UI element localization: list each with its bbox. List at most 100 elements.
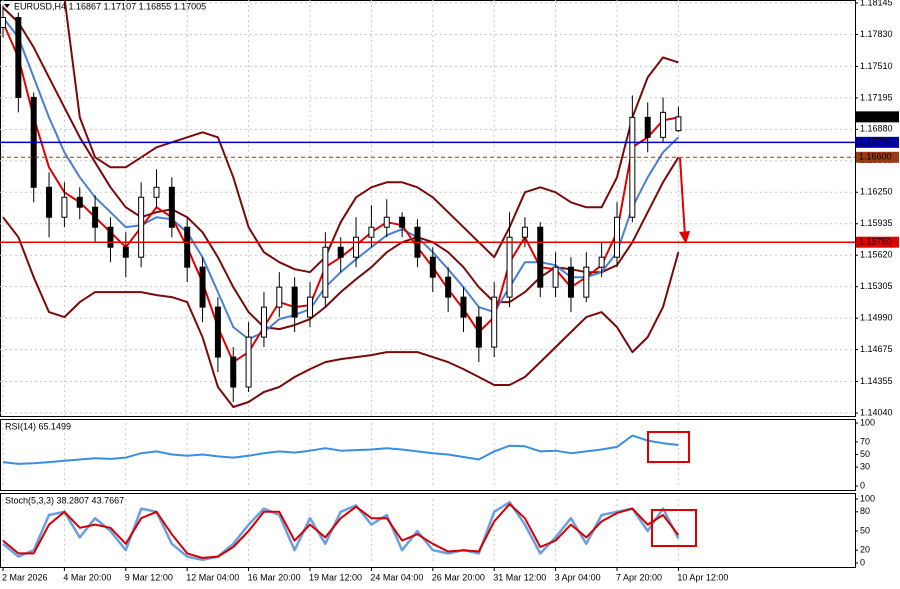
x-tick-label: 7 Apr 20:00 bbox=[616, 572, 662, 582]
y-tick-label: 50 bbox=[860, 525, 870, 535]
y-tick-label: 1.15935 bbox=[860, 218, 893, 228]
main-panel bbox=[0, 0, 856, 417]
price-label: 1.17005 bbox=[859, 111, 892, 121]
level-label: 1.15750 bbox=[859, 237, 892, 247]
candle-body bbox=[107, 226, 114, 248]
y-tick-label: 1.17830 bbox=[860, 29, 893, 39]
candle-body bbox=[614, 216, 620, 258]
y-tick-label: 0 bbox=[860, 557, 865, 567]
candle-body bbox=[92, 206, 99, 228]
y-tick-label: 20 bbox=[860, 545, 870, 555]
series-line bbox=[2, 216, 680, 408]
highlight-box bbox=[651, 509, 697, 547]
y-tick-label: 50 bbox=[860, 449, 870, 459]
y-tick-label: 1.14040 bbox=[860, 407, 893, 417]
highlight-box bbox=[647, 431, 690, 463]
series-line bbox=[2, 6, 680, 331]
x-tick-label: 31 Mar 12:00 bbox=[493, 572, 546, 582]
y-tick-label: 1.14675 bbox=[860, 344, 893, 354]
candle-body bbox=[199, 266, 206, 308]
rsi-panel bbox=[0, 419, 856, 491]
candle-body bbox=[138, 196, 145, 258]
y-tick-label: 100 bbox=[860, 493, 875, 503]
arrow-shaft bbox=[679, 157, 686, 237]
y-tick-label: 1.16250 bbox=[860, 187, 893, 197]
y-tick-label: 1.17195 bbox=[860, 92, 893, 102]
candle-body bbox=[276, 286, 283, 308]
stoch-title: Stoch(5,3,3) 38.2807 43.7667 bbox=[5, 495, 124, 505]
x-tick-label: 24 Mar 04:00 bbox=[370, 572, 423, 582]
candle-body bbox=[583, 266, 590, 298]
level-label-box bbox=[856, 151, 899, 163]
candle-body bbox=[184, 226, 191, 268]
candle-body bbox=[307, 296, 313, 318]
series-line bbox=[2, 16, 680, 341]
candle-body bbox=[460, 296, 467, 318]
candle-body bbox=[368, 226, 375, 238]
plot-area bbox=[0, 0, 682, 408]
candle-body bbox=[429, 256, 436, 278]
candle-body bbox=[230, 356, 237, 388]
stoch-panel bbox=[0, 493, 856, 568]
x-tick-label: 4 Mar 20:00 bbox=[63, 572, 111, 582]
y-tick-label: 1.14990 bbox=[860, 312, 893, 322]
level-label-box bbox=[856, 136, 899, 148]
chart-title: EURUSD,H4 1.16867 1.17107 1.16855 1.1700… bbox=[14, 1, 206, 11]
candle-body bbox=[353, 236, 360, 258]
series-line bbox=[2, 500, 680, 562]
y-tick-label: 70 bbox=[860, 436, 870, 446]
candle-body bbox=[168, 186, 175, 228]
menu-icon bbox=[4, 4, 10, 8]
candle-body bbox=[46, 186, 53, 218]
candle-body bbox=[76, 196, 83, 208]
candle-body bbox=[567, 266, 574, 298]
series-line bbox=[63, 0, 679, 274]
candle-body bbox=[660, 111, 667, 138]
x-tick-label: 3 Apr 04:00 bbox=[555, 572, 601, 582]
y-tick-label: 1.18145 bbox=[860, 0, 893, 7]
y-tick-label: 0 bbox=[860, 480, 865, 490]
candle-body bbox=[475, 316, 482, 348]
level-label-box bbox=[856, 236, 899, 248]
x-tick-label: 10 Apr 12:00 bbox=[677, 572, 728, 582]
y-tick-label: 1.15305 bbox=[860, 281, 893, 291]
y-tick-label: 80 bbox=[860, 506, 870, 516]
arrow-head bbox=[679, 231, 690, 244]
candle-body bbox=[245, 336, 252, 388]
candle-body bbox=[399, 216, 406, 228]
y-tick-label: 30 bbox=[860, 461, 870, 471]
candle-body bbox=[445, 276, 452, 298]
x-tick-label: 16 Mar 20:00 bbox=[248, 572, 301, 582]
candle-body bbox=[122, 246, 129, 258]
candle-body bbox=[506, 236, 513, 298]
candle-body bbox=[491, 296, 498, 348]
x-tick-label: 19 Mar 12:00 bbox=[309, 572, 362, 582]
series-line bbox=[2, 503, 680, 559]
candle-body bbox=[0, 16, 6, 28]
candle-body bbox=[322, 246, 329, 298]
x-tick-label: 26 Mar 20:00 bbox=[432, 572, 485, 582]
candle-body bbox=[552, 266, 559, 288]
y-tick-label: 1.14355 bbox=[860, 376, 893, 386]
rsi-title: RSI(14) 65.1499 bbox=[5, 421, 71, 431]
x-tick-label: 9 Mar 12:00 bbox=[125, 572, 173, 582]
candle-body bbox=[537, 226, 544, 288]
y-tick-label: 1.16880 bbox=[860, 124, 893, 134]
candle-body bbox=[291, 286, 298, 318]
candle-body bbox=[61, 196, 68, 218]
y-tick-label: 1.15620 bbox=[860, 250, 893, 260]
candle-body bbox=[598, 256, 605, 268]
plot-area bbox=[2, 500, 680, 562]
candle-body bbox=[521, 226, 528, 238]
plot-area bbox=[2, 434, 679, 465]
candle-body bbox=[629, 116, 636, 218]
series-line bbox=[2, 434, 679, 465]
x-tick-label: 12 Mar 04:00 bbox=[186, 572, 239, 582]
candle-body bbox=[675, 116, 682, 132]
level-label: 1.16750 bbox=[859, 137, 892, 147]
y-tick-label: 1.17510 bbox=[860, 61, 893, 71]
candle-body bbox=[383, 216, 390, 228]
